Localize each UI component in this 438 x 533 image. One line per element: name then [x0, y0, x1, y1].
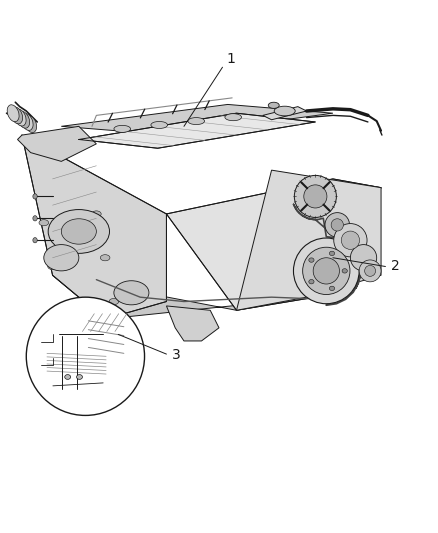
Ellipse shape — [329, 251, 335, 256]
Polygon shape — [237, 170, 381, 310]
Ellipse shape — [25, 116, 37, 133]
Circle shape — [359, 260, 381, 282]
Ellipse shape — [114, 281, 149, 305]
Ellipse shape — [33, 194, 37, 199]
Ellipse shape — [309, 279, 314, 284]
Polygon shape — [79, 113, 315, 148]
Circle shape — [334, 223, 367, 257]
Ellipse shape — [65, 375, 71, 379]
Polygon shape — [263, 107, 307, 120]
Circle shape — [325, 213, 350, 237]
Ellipse shape — [39, 220, 49, 226]
Polygon shape — [18, 126, 96, 161]
Ellipse shape — [48, 209, 110, 253]
Ellipse shape — [114, 125, 131, 132]
Circle shape — [364, 265, 376, 276]
Circle shape — [294, 175, 336, 217]
Ellipse shape — [109, 298, 119, 304]
Circle shape — [350, 245, 377, 271]
Text: 3: 3 — [172, 348, 180, 362]
Text: 2: 2 — [391, 260, 399, 273]
Ellipse shape — [342, 269, 347, 273]
Ellipse shape — [151, 122, 168, 128]
Polygon shape — [166, 306, 219, 341]
Ellipse shape — [92, 211, 101, 217]
Ellipse shape — [33, 238, 37, 243]
Circle shape — [304, 185, 327, 208]
Circle shape — [341, 231, 360, 249]
Circle shape — [331, 219, 343, 231]
Polygon shape — [22, 135, 166, 319]
Ellipse shape — [48, 263, 57, 270]
Ellipse shape — [44, 245, 79, 271]
Ellipse shape — [188, 118, 205, 125]
Ellipse shape — [329, 286, 335, 290]
Ellipse shape — [309, 258, 314, 262]
Ellipse shape — [61, 219, 96, 244]
Ellipse shape — [11, 107, 23, 124]
Ellipse shape — [14, 109, 26, 126]
Ellipse shape — [7, 105, 19, 122]
Circle shape — [26, 297, 145, 415]
Polygon shape — [53, 188, 381, 319]
Ellipse shape — [274, 106, 295, 116]
Ellipse shape — [18, 111, 30, 128]
Ellipse shape — [33, 216, 37, 221]
Ellipse shape — [21, 114, 33, 131]
Circle shape — [303, 247, 350, 295]
Ellipse shape — [100, 255, 110, 261]
Ellipse shape — [77, 375, 82, 379]
Text: 1: 1 — [227, 52, 236, 66]
Polygon shape — [166, 179, 381, 310]
Circle shape — [293, 238, 359, 304]
Ellipse shape — [225, 114, 241, 120]
Ellipse shape — [57, 307, 66, 313]
Circle shape — [313, 258, 339, 284]
Polygon shape — [61, 104, 333, 135]
Ellipse shape — [268, 102, 279, 108]
